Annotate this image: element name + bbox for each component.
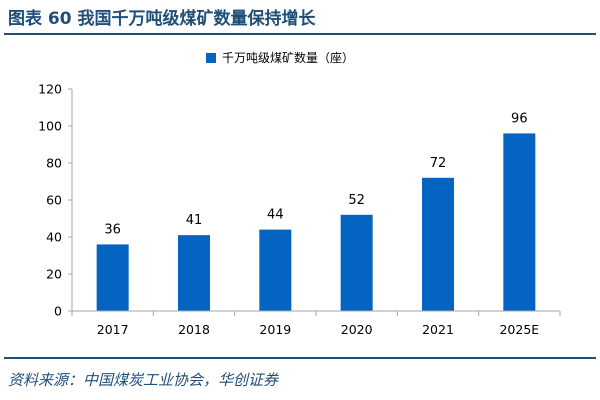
bar xyxy=(422,177,454,311)
legend: 千万吨级煤矿数量（座） xyxy=(206,50,354,65)
y-tick-label: 100 xyxy=(38,119,62,134)
bar-value-label: 41 xyxy=(186,213,203,228)
title-divider xyxy=(4,33,596,35)
legend-label: 千万吨级煤矿数量（座） xyxy=(222,50,354,65)
x-tick-label: 2018 xyxy=(178,322,210,337)
y-tick-label: 0 xyxy=(54,304,62,319)
bar-value-label: 52 xyxy=(348,193,365,208)
data-labels: 36 41 44 52 72 96 xyxy=(104,111,527,237)
y-tick-label: 40 xyxy=(46,230,62,245)
y-tick-label: 60 xyxy=(46,193,62,208)
bar xyxy=(178,235,210,311)
legend-swatch xyxy=(206,53,216,63)
footer-divider xyxy=(4,357,596,359)
y-axis-ticks: 0 20 40 60 80 100 120 xyxy=(38,82,72,319)
bar xyxy=(259,229,292,311)
x-tick-label: 2020 xyxy=(341,322,373,337)
x-tick-label: 2019 xyxy=(259,322,291,337)
bar-value-label: 44 xyxy=(267,208,284,223)
y-tick-label: 120 xyxy=(38,82,62,97)
bar xyxy=(340,214,373,311)
bar-value-label: 72 xyxy=(430,156,447,171)
bar xyxy=(503,133,536,311)
bars xyxy=(96,133,536,311)
bar xyxy=(96,244,129,311)
bar-value-label: 36 xyxy=(104,222,121,237)
figure-title: 图表 60 我国千万吨级煤矿数量保持增长 xyxy=(8,9,316,29)
x-tick-label: 2017 xyxy=(97,322,129,337)
x-axis-ticks: 2017 2018 2019 2020 2021 2025E xyxy=(71,311,561,337)
x-tick-label: 2025E xyxy=(499,322,539,337)
x-tick-label: 2021 xyxy=(422,322,454,337)
bar-value-label: 96 xyxy=(511,111,528,126)
y-tick-label: 20 xyxy=(46,267,62,282)
source-note: 资料来源：中国煤炭工业协会，华创证券 xyxy=(8,371,279,389)
y-tick-label: 80 xyxy=(46,156,62,171)
